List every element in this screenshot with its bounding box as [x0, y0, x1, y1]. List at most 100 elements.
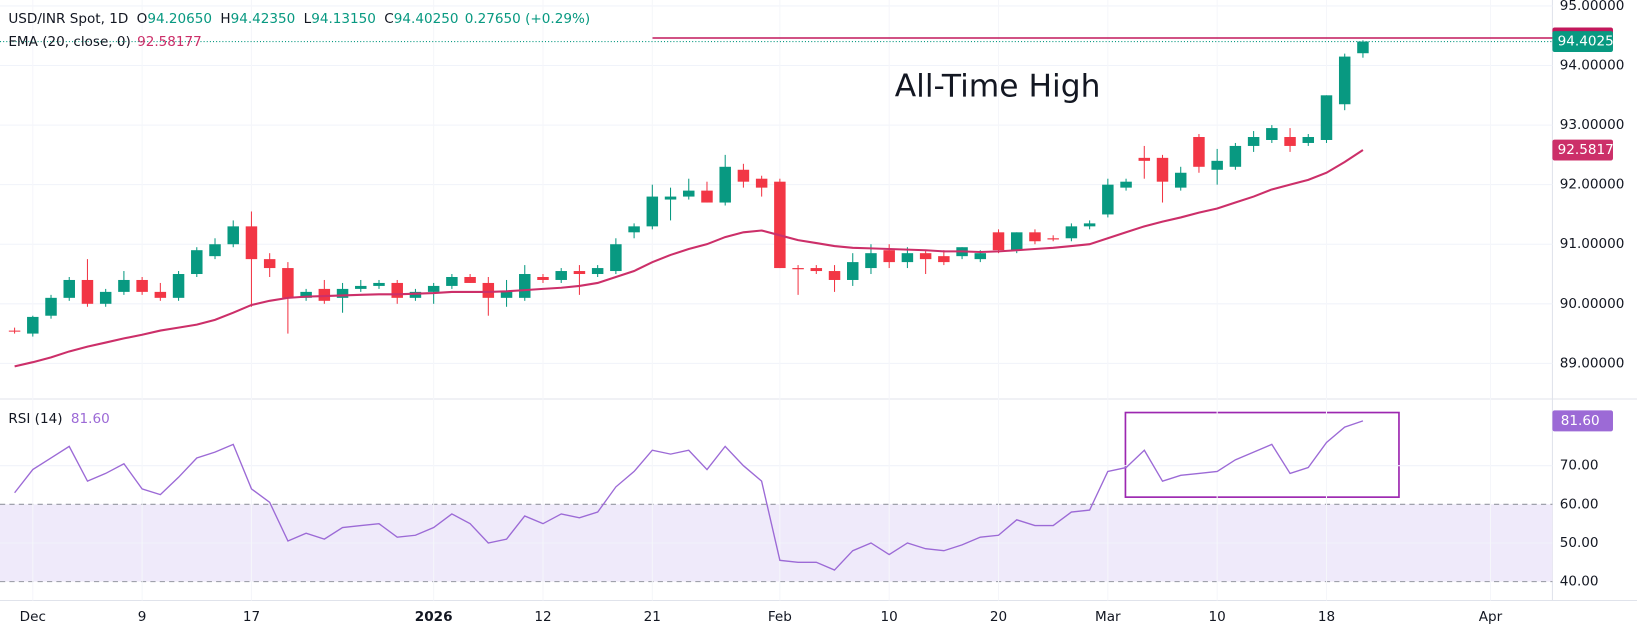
x-tick-label: 20	[990, 609, 1007, 625]
y-tick-label: 95.00000	[1560, 0, 1625, 14]
candle-body	[1174, 172, 1187, 188]
candle-body	[391, 282, 403, 298]
candle-body	[737, 169, 750, 182]
candle-body	[1211, 160, 1223, 170]
candle-body	[8, 330, 21, 332]
legend-rsi: RSI (14) 81.60	[8, 411, 109, 427]
candle-body	[27, 316, 39, 334]
candle-body	[847, 262, 859, 280]
candle-body	[45, 297, 57, 316]
candle-body	[792, 268, 804, 270]
candle-body	[828, 271, 841, 280]
x-tick-label: 10	[881, 609, 898, 625]
candle-body	[209, 244, 221, 257]
ohlc-key: C	[384, 11, 393, 27]
x-tick-label: Mar	[1095, 609, 1121, 625]
candle-body	[1229, 145, 1242, 167]
candle-body	[1338, 56, 1351, 105]
candle-body	[1284, 137, 1296, 146]
candle-body	[1156, 157, 1169, 182]
candle-body	[409, 291, 422, 298]
candle-body	[646, 196, 659, 227]
candle-body	[1120, 181, 1132, 188]
candle-body	[99, 291, 112, 304]
candle-body	[628, 226, 640, 233]
y-tick-label: 94.00000	[1560, 58, 1625, 74]
candle-body	[1247, 137, 1260, 146]
price-badge	[1552, 31, 1613, 52]
candle-body	[355, 285, 367, 289]
rsi-badge-label: 81.60	[1561, 413, 1600, 429]
highlight-box	[1124, 411, 1400, 498]
ohlc-value: 94.13150	[311, 11, 376, 27]
annotation: All-Time High	[895, 69, 1101, 105]
x-tick-label: Apr	[1479, 609, 1503, 625]
candle-body	[300, 291, 312, 298]
ohlc-value: 94.40250	[394, 11, 459, 27]
candle-body	[191, 250, 203, 275]
ohlc-key: L	[304, 11, 312, 27]
price-badge-label: 94.40250	[1558, 34, 1623, 50]
candle-body	[810, 268, 823, 272]
candle-body	[573, 271, 586, 275]
candle-body	[774, 181, 786, 269]
candle-body	[664, 196, 677, 200]
candle-body	[701, 190, 713, 203]
x-tick-label: 10	[1209, 609, 1226, 625]
candle-body	[118, 279, 130, 292]
candle-body	[938, 256, 950, 263]
price-badge-label: 92.58177	[1558, 142, 1623, 158]
y-tick-label: 70.00	[1560, 458, 1599, 474]
change-value: 0.27650 (+0.29%)	[465, 11, 590, 27]
candle-body	[883, 250, 895, 263]
candle-body	[683, 190, 695, 197]
candle-body	[555, 271, 567, 280]
candle-body	[591, 268, 604, 275]
candle-body	[1029, 232, 1041, 242]
candle-body	[245, 226, 258, 260]
candle-body	[1065, 226, 1078, 239]
candle-body	[464, 276, 476, 283]
candle-body	[519, 274, 531, 298]
candle-body	[1320, 95, 1333, 140]
candle-body	[1083, 223, 1096, 227]
candle-body	[172, 274, 185, 298]
ohlc-value: 94.20650	[147, 11, 212, 27]
y-tick-label: 60.00	[1560, 496, 1599, 512]
candle-body	[1193, 137, 1205, 167]
candle-body	[610, 244, 622, 272]
candle-body	[227, 226, 239, 245]
ohlc-value: 94.42350	[231, 11, 296, 27]
candle-body	[263, 259, 276, 269]
x-tick-label: Dec	[20, 609, 46, 625]
x-tick-label: 2026	[415, 609, 453, 625]
candle-body	[1266, 128, 1278, 140]
candle-body	[1302, 137, 1315, 143]
candle-body	[865, 253, 877, 269]
candle-body	[282, 268, 294, 298]
ohlc-key: H	[220, 11, 230, 27]
candle-body	[482, 282, 495, 298]
candle-body	[537, 276, 549, 280]
legend-title: USD/INR Spot, 1D	[8, 11, 128, 27]
legend-ema: EMA (20, close, 0) 92.58177	[8, 34, 201, 50]
y-tick-label: 50.00	[1560, 535, 1599, 551]
y-tick-label: 93.00000	[1560, 117, 1625, 133]
candle-body	[318, 288, 331, 301]
x-tick-label: 17	[243, 609, 260, 625]
rsi-line	[14, 420, 1364, 571]
candle-body	[427, 285, 440, 292]
legend-name: EMA (20, close, 0)	[8, 34, 130, 50]
ema-line	[14, 149, 1364, 368]
candle-body	[719, 166, 731, 203]
legend-value: 81.60	[71, 411, 110, 427]
price-badge	[1552, 139, 1613, 161]
x-tick-label: 21	[644, 609, 661, 625]
candle-body	[154, 291, 167, 298]
candle-body	[500, 291, 513, 298]
legend-name: RSI (14)	[8, 411, 62, 427]
candle-body	[446, 276, 458, 286]
candle-body	[1138, 157, 1151, 161]
